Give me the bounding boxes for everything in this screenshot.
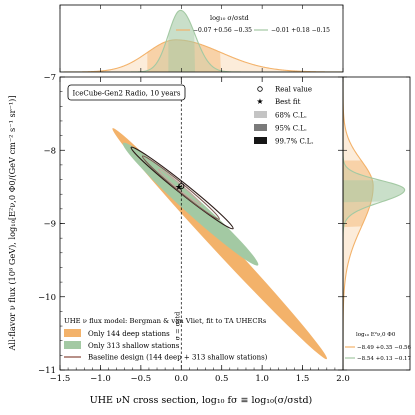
main-regions — [112, 128, 327, 360]
right-area-0 — [343, 77, 374, 370]
top-panel: log₁₀ σ/σstd −0.07 +0.56 −0.35 −0.01 +0.… — [59, 4, 344, 73]
x-axis-label: UHE νN cross section, log₁₀ fσ ≡ log₁₀(σ… — [90, 395, 313, 406]
best-fit-marker: ★ — [175, 183, 183, 193]
legend-baseline-label: Baseline design (144 deep + 313 shallow … — [88, 354, 268, 362]
right-band-0 — [343, 160, 374, 228]
series-legend: UHE ν flux model: Bergman & van Vliet, f… — [64, 317, 268, 362]
title-box-text: IceCube-Gen2 Radio, 10 years — [73, 90, 181, 98]
top-curve-1 — [60, 9, 343, 72]
reference-line-label: σ = σstd — [173, 312, 181, 341]
top-legend-label-deep: −0.07 +0.56 −0.35 — [193, 27, 252, 34]
main-panel: σ = σstd ★ −1.5 −1.0 −0.5 0.0 0.5 1.0 1.5 2.0−1… — [7, 73, 350, 406]
right-legend-label-shallow: −8.54 +0.13 −0.17 — [357, 356, 412, 362]
right-band-1 — [343, 180, 405, 203]
y-tick-label: −10 — [38, 293, 56, 303]
y-tick-label: −11 — [38, 366, 56, 376]
baseline-contour-68 — [158, 168, 202, 206]
legend-997-swatch — [254, 137, 267, 144]
cl-legend: Real value ★ Best fit 68% C.L. 95% C.L. … — [254, 86, 314, 146]
model-title: UHE ν flux model: Bergman & van Vliet, f… — [64, 317, 267, 325]
legend-best-fit-icon: ★ — [256, 97, 263, 106]
x-tick-label: 0.0 — [175, 374, 189, 384]
right-legend-title: log₁₀ E²ν,0 Φ0 — [356, 331, 396, 338]
legend-95-label: 95% C.L. — [275, 125, 307, 133]
right-panel: log₁₀ E²ν,0 Φ0 −8.49 +0.35 −0.56 −8.54 +… — [342, 76, 412, 371]
top-ticks — [59, 5, 344, 72]
legend-shallow-swatch — [64, 341, 81, 349]
legend-deep-label: Only 144 deep stations — [88, 330, 170, 338]
legend-95-swatch — [254, 124, 267, 131]
top-band-0 — [147, 39, 221, 72]
y-tick-label: −9 — [43, 220, 56, 230]
legend-997-label: 99.7% C.L. — [275, 138, 314, 146]
x-tick-label: −1.5 — [50, 374, 71, 384]
top-band-1 — [168, 10, 196, 72]
top-legend-label-shallow: −0.01 +0.18 −0.15 — [271, 27, 330, 34]
real-value-marker — [178, 183, 185, 190]
main-ticks: −1.5 −1.0 −0.5 0.0 0.5 1.0 1.5 2.0 −11 −10 −9 −8 −7 — [38, 73, 350, 384]
right-ticks — [343, 76, 410, 371]
y-tick-label: −7 — [43, 73, 56, 83]
legend-68-label: 68% C.L. — [275, 112, 307, 120]
x-tick-label: 2.0 — [336, 374, 350, 384]
top-area-0 — [60, 39, 343, 72]
legend-real-value-icon — [257, 86, 263, 92]
legend-deep-swatch — [64, 329, 81, 337]
baseline-contour-997 — [130, 146, 234, 230]
top-area-1 — [60, 10, 343, 72]
top-curve-0 — [60, 39, 343, 72]
x-tick-label: 1.5 — [296, 374, 310, 384]
x-tick-label: 0.5 — [215, 374, 229, 384]
legend-68-swatch — [254, 111, 267, 118]
x-tick-label: 1.0 — [255, 374, 269, 384]
y-tick-label: −8 — [43, 146, 56, 156]
x-tick-label: −1.0 — [90, 374, 111, 384]
top-legend-title: log₁₀ σ/σstd — [210, 14, 249, 22]
legend-real-value-label: Real value — [275, 86, 312, 94]
y-axis-label: All-flavor ν flux (10⁸ GeV), log₁₀[E²ν,0… — [7, 95, 17, 351]
title-box — [67, 84, 186, 101]
right-likelihood-curves — [343, 77, 406, 370]
shallow-stations-region — [122, 142, 259, 266]
legend-best-fit-label: Best fit — [275, 98, 301, 106]
right-legend-label-deep: −8.49 +0.35 −0.56 — [357, 345, 412, 351]
top-panel-frame — [59, 4, 344, 73]
legend-shallow-label: Only 313 shallow stations — [88, 342, 180, 350]
top-likelihood-curves — [60, 9, 343, 72]
x-tick-label: −0.5 — [131, 374, 152, 384]
